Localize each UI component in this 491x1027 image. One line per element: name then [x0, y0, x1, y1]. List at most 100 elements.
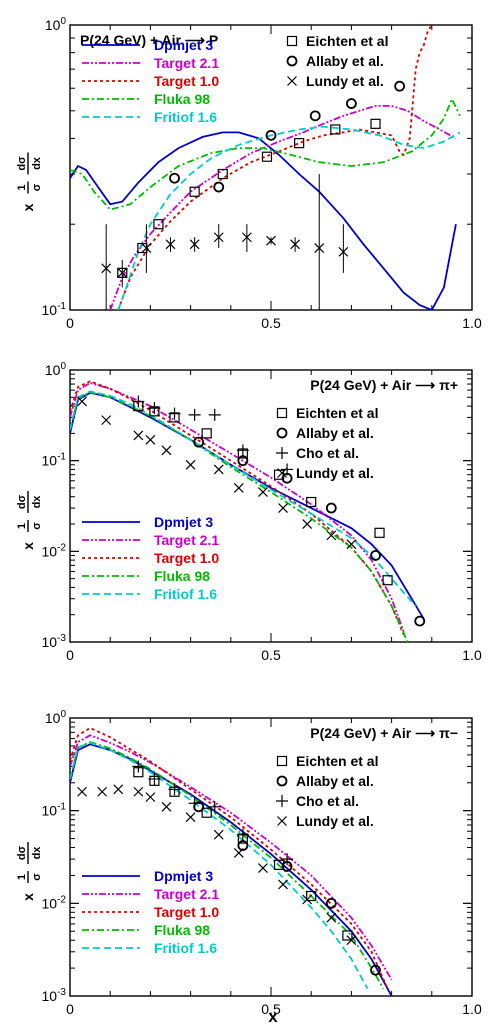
data-point-cho-et-al- [132, 760, 145, 773]
legend-marker [276, 755, 288, 767]
data-point-allaby-et-al- [265, 129, 277, 141]
legend-label: Allaby et al. [296, 425, 374, 441]
data-point-lundy-et-al- [314, 243, 325, 253]
data-markers-2 [77, 760, 381, 976]
data-point-lundy-et-al- [185, 812, 196, 823]
model-legend-2: Dpmjet 3 Target 2.1 Target 1.0 Fluka 98 Frit… [82, 868, 219, 956]
y-tick-label: 10-3 [42, 633, 67, 650]
y-axis-label-x: x [20, 542, 36, 550]
legend-label: Cho et al. [296, 445, 359, 461]
y-tick-label: 10-2 [42, 894, 67, 911]
series-line-dpmjet-3 [70, 391, 425, 620]
chart-title-2: P(24 GeV) + Air ⟶ π− [310, 725, 458, 741]
data-point-allaby-et-al- [370, 964, 381, 976]
data-point-cho-et-al- [208, 408, 221, 421]
legend-label: Eichten et al [296, 753, 378, 769]
data-point-allaby-et-al- [325, 897, 337, 909]
data-point-eichten-et-al [189, 186, 200, 197]
y-axis-label: x 1 σ dσ dx [16, 152, 43, 211]
data-point-eichten-et-al [201, 428, 212, 439]
data-point-lundy-et-al- [258, 863, 268, 874]
series-line-dpmjet-3 [70, 131, 457, 310]
x-tick-label: 1.0 [462, 315, 482, 331]
data-legend-2: Eichten et al Allaby et al. Cho et al. Lund… [276, 753, 378, 829]
series-line-target-1-0 [70, 726, 389, 990]
x-tick-label: 1.0 [462, 647, 482, 663]
data-point-allaby-et-al- [345, 98, 357, 109]
data-point-lundy-et-al- [161, 445, 172, 456]
legend-label: Fritiof 1.6 [154, 109, 217, 125]
data-point-lundy-et-al- [133, 430, 144, 441]
legend-marker [277, 468, 287, 478]
y-axis-label-sigma: σ [31, 183, 43, 191]
data-point-cho-et-al- [132, 395, 145, 408]
data-point-eichten-et-al [294, 138, 305, 149]
x-tick-label: 0.5 [261, 647, 281, 663]
y-axis-label-dx: dx [31, 846, 43, 860]
data-point-cho-et-al- [208, 800, 221, 813]
data-point-lundy-et-al- [145, 434, 156, 445]
data-point-allaby-et-al- [309, 110, 321, 122]
data-legend-0: Eichten et al Allaby et al. Lundy et al. [286, 33, 388, 89]
legend-marker [287, 76, 297, 86]
legend-label: Cho et al. [296, 793, 359, 809]
data-point-cho-et-al- [236, 444, 249, 457]
data-point-cho-et-al- [281, 853, 294, 866]
data-point-lundy-et-al- [113, 784, 124, 795]
model-legend-0: Dpmjet 3 Target 2.1 Target 1.0 Fluka 98 Frit… [82, 37, 219, 125]
y-axis-label-x: x [20, 203, 36, 211]
data-point-eichten-et-al [342, 930, 353, 941]
y-tick-label: 100 [45, 361, 67, 378]
model-curves-0 [70, 25, 461, 310]
data-point-allaby-et-al- [237, 840, 249, 851]
data-point-lundy-et-al- [145, 792, 156, 803]
data-point-lundy-et-al- [302, 519, 313, 529]
legend-marker [277, 816, 287, 826]
data-point-lundy-et-al- [161, 801, 172, 812]
data-point-lundy-et-al- [213, 829, 224, 840]
y-axis-label-one: 1 [16, 523, 28, 529]
data-point-lundy-et-al- [338, 246, 349, 257]
y-axis-label: x 1 σ dσ dx [16, 842, 43, 901]
data-point-eichten-et-al [306, 890, 317, 902]
data-point-lundy-et-al- [266, 235, 276, 246]
data-point-eichten-et-al [217, 168, 228, 180]
legend-label: Allaby et al. [296, 773, 374, 789]
y-axis-label-one: 1 [16, 874, 28, 880]
data-point-lundy-et-al- [233, 483, 244, 493]
data-point-lundy-et-al- [77, 396, 87, 407]
model-legend-1: Dpmjet 3 Target 2.1 Target 1.0 Fluka 98 Frit… [82, 514, 219, 602]
data-point-allaby-et-al- [394, 80, 406, 92]
legend-label: Eichten et al [306, 33, 388, 49]
legend-label: Target 1.0 [154, 73, 219, 89]
data-point-eichten-et-al [306, 496, 317, 508]
series-line-target-1-0 [70, 380, 405, 636]
y-axis-label-x: x [20, 893, 36, 901]
data-point-allaby-et-al- [193, 436, 205, 448]
legend-label: Lundy et al. [306, 73, 384, 89]
data-point-lundy-et-al- [290, 239, 301, 250]
x-tick-label: 0 [66, 647, 74, 663]
y-axis-label-dx: dx [31, 495, 43, 509]
y-axis-label-dsigma: dσ [16, 845, 28, 860]
legend-label: Lundy et al. [296, 813, 374, 829]
data-point-eichten-et-al [153, 219, 164, 230]
legend-label: Dpmjet 3 [154, 514, 213, 530]
legend-label: Fluka 98 [154, 91, 210, 107]
y-tick-label: 10-1 [42, 301, 67, 318]
data-point-lundy-et-al- [117, 267, 128, 278]
x-tick-label: 0.5 [261, 315, 281, 331]
data-point-lundy-et-al- [101, 415, 112, 426]
x-tick-label: 1.0 [462, 1001, 482, 1017]
series-line-target-2-1 [70, 734, 393, 981]
y-axis-label-dx: dx [31, 156, 43, 170]
series-line-fluka-98 [70, 96, 461, 211]
data-point-eichten-et-al [330, 124, 341, 135]
data-point-lundy-et-al- [302, 894, 313, 905]
legend-marker [276, 427, 288, 439]
legend-label: Dpmjet 3 [154, 37, 213, 53]
data-point-eichten-et-al [374, 527, 385, 538]
chart-title-0: P(24 GeV) + Air ⟶ P [80, 32, 218, 48]
legend-marker [276, 447, 288, 459]
data-markers-0 [101, 80, 406, 310]
